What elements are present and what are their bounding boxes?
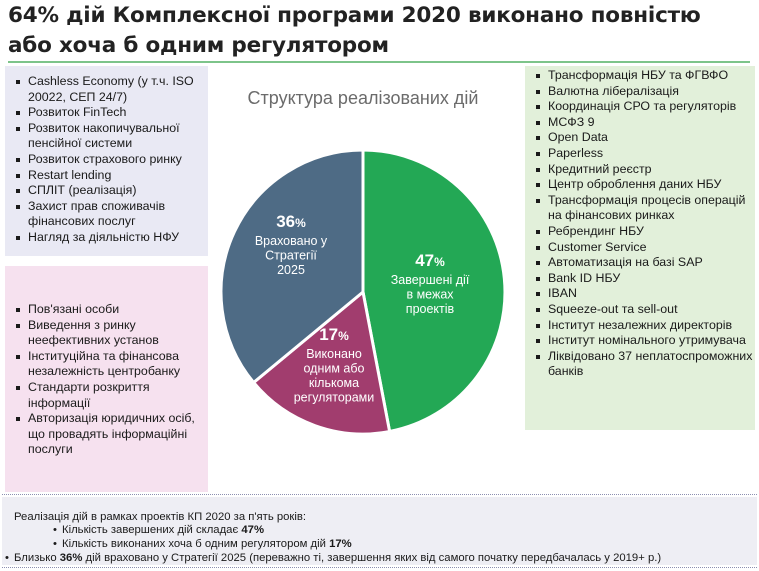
footer-line-3-text: Кількість виконаних хоча б одним регулят… bbox=[62, 538, 330, 550]
list-item: Захист прав споживачів фінансових послуг bbox=[14, 199, 206, 230]
list-item: Cashless Economy (у т.ч. ISO 20022, СЕП … bbox=[14, 74, 206, 105]
list-item: СПЛІТ (реалізація) bbox=[14, 183, 206, 199]
list-item: Розвиток FinTech bbox=[14, 105, 206, 121]
footer-line-3-value: 17% bbox=[329, 538, 352, 550]
project-list-box-bottom-left bbox=[5, 266, 208, 492]
footer-line-4-text-a: Близько bbox=[14, 552, 60, 564]
chart-title: Структура реалізованих дій bbox=[247, 88, 479, 108]
list-item: Центр оброблення даних НБУ bbox=[534, 177, 754, 193]
list-item: Ліквідовано 37 неплатоспроможних банків bbox=[534, 349, 754, 380]
list-item: Виведення з ринку неефективних установ bbox=[14, 318, 206, 349]
project-list-box-top-left bbox=[5, 66, 208, 256]
list-item: Restart lending bbox=[14, 168, 206, 184]
footer-line-2-text: Кількість завершених дій складає bbox=[62, 524, 242, 536]
list-item: Стандарти розкриття інформації bbox=[14, 380, 206, 411]
pie-slice-label-1: Виконано одним або кількома регуляторами bbox=[294, 347, 375, 405]
footer-divider-top bbox=[2, 494, 757, 495]
completed-projects-list: Трансформація НБУ та ФГВФО Валютна лібера… bbox=[534, 68, 754, 380]
footer-line-2-value: 47% bbox=[241, 524, 264, 536]
list-item: Customer Service bbox=[534, 240, 754, 256]
title-underline bbox=[8, 61, 750, 63]
regulator-projects-list: Пов'язані особи Виведення з ринку неефект… bbox=[14, 302, 206, 458]
list-item: Інституційна та фінансова незалежність ц… bbox=[14, 349, 206, 380]
list-item: Open Data bbox=[534, 130, 754, 146]
list-item: Розвиток накопичувальної пенсійної систе… bbox=[14, 121, 206, 152]
list-item: Розвиток страхового ринку bbox=[14, 152, 206, 168]
pie-slice-2 bbox=[219, 148, 365, 385]
list-item: Bank ID НБУ bbox=[534, 271, 754, 287]
list-item: Інститут незалежних директорів bbox=[534, 318, 754, 334]
pie-slice-value-2: 36% bbox=[276, 212, 306, 231]
pie-slice-1 bbox=[251, 289, 392, 436]
page-title-line-1: 64% дій Комплексної програми 2020 викона… bbox=[8, 3, 701, 28]
footer-line-4: Близько 36% дій враховано у Стратегії 20… bbox=[5, 551, 662, 565]
page-title: 64% дій Комплексної програми 2020 викона… bbox=[8, 1, 708, 61]
footer-line-2: Кількість завершених дій складає 47% bbox=[53, 523, 264, 537]
list-item: Пов'язані особи bbox=[14, 302, 206, 318]
list-item: Авторизація юридичних осіб, що провадять… bbox=[14, 411, 206, 458]
list-item: Нагляд за діяльністю НФУ bbox=[14, 230, 206, 246]
footer-line-4-text-b: дій враховано у Стратегії 2025 (переважн… bbox=[82, 552, 662, 564]
completed-projects-box bbox=[525, 66, 755, 430]
footer-line-3: Кількість виконаних хоча б одним регулят… bbox=[53, 537, 352, 551]
list-item: IBAN bbox=[534, 286, 754, 302]
list-item: Ребрендинг НБУ bbox=[534, 224, 754, 240]
footer-divider-bottom bbox=[2, 567, 757, 568]
list-item: Координація СРО та регуляторів bbox=[534, 99, 754, 115]
list-item: Squeeze-out та sell-out bbox=[534, 302, 754, 318]
list-item: Інститут номінального утримувача bbox=[534, 333, 754, 349]
list-item: Валютна лібералізація bbox=[534, 84, 754, 100]
list-item: Кредитний реєстр bbox=[534, 162, 754, 178]
page-title-line-2: або хоча б одним регулятором bbox=[8, 33, 389, 58]
footer-line-1: Реалізація дій в рамках проектів КП 2020… bbox=[14, 511, 307, 523]
pie-slice-label-0: Завершені дії в межах проектів bbox=[391, 273, 470, 316]
pie-slice-label-2: Враховано у Стратегії 2025 bbox=[255, 234, 328, 277]
pie-slice-0 bbox=[361, 148, 507, 434]
list-item: Трансформація НБУ та ФГВФО bbox=[534, 68, 754, 84]
list-item: Трансформація процесів операцій на фінан… bbox=[534, 193, 754, 224]
pie-slice-value-0: 47% bbox=[415, 251, 445, 270]
list-item: Paperless bbox=[534, 146, 754, 162]
strategy-projects-list: Cashless Economy (у т.ч. ISO 20022, СЕП … bbox=[14, 74, 206, 246]
list-item: Автоматизація на базі SAP bbox=[534, 255, 754, 271]
pie-slice-value-1: 17% bbox=[319, 325, 349, 344]
footer-line-4-value: 36% bbox=[59, 552, 83, 564]
list-item: МСФЗ 9 bbox=[534, 115, 754, 131]
